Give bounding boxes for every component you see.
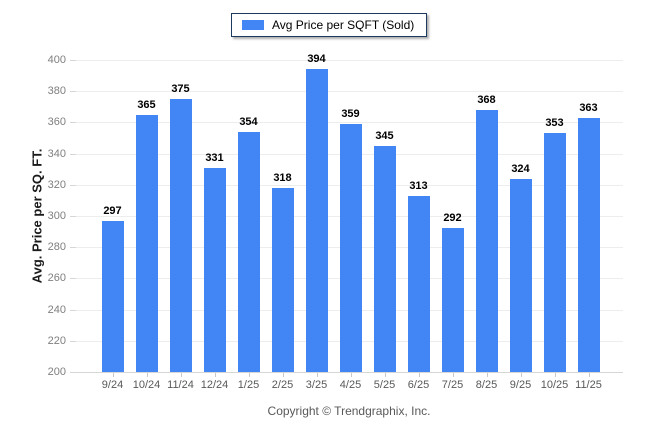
x-axis-tick bbox=[316, 373, 318, 377]
legend: Avg Price per SQFT (Sold) bbox=[231, 13, 428, 37]
x-axis-tick-label: 8/25 bbox=[475, 379, 498, 391]
x-axis-tick-label: 5/25 bbox=[373, 379, 396, 391]
x-axis-tick bbox=[146, 373, 148, 377]
bar-value-label: 359 bbox=[341, 107, 360, 120]
x-axis-tick-label: 10/24 bbox=[132, 379, 161, 391]
bar bbox=[543, 133, 566, 372]
y-axis-tick bbox=[70, 372, 76, 373]
x-axis-tick bbox=[588, 373, 590, 377]
x-axis-tick-label: 3/25 bbox=[305, 379, 328, 391]
bar-value-label: 394 bbox=[307, 53, 326, 66]
x-axis-tick-label: 11/25 bbox=[575, 379, 602, 391]
x-axis-tick-label: 1/25 bbox=[237, 379, 260, 391]
y-axis-tick-label: 400 bbox=[47, 54, 66, 66]
x-axis-tick bbox=[282, 373, 284, 377]
bar bbox=[203, 167, 226, 372]
x-axis-tick-label: 10/25 bbox=[540, 379, 569, 391]
x-axis-tick bbox=[520, 373, 522, 377]
bar bbox=[475, 109, 498, 372]
gridline bbox=[75, 91, 623, 93]
bar bbox=[339, 123, 362, 372]
x-axis-tick bbox=[350, 373, 352, 377]
bar-value-label: 318 bbox=[273, 171, 292, 184]
bar-value-label: 375 bbox=[171, 83, 190, 95]
y-axis-tick-label: 200 bbox=[47, 366, 66, 378]
x-axis-tick bbox=[452, 373, 454, 377]
bar-value-label: 353 bbox=[545, 117, 564, 130]
bar bbox=[441, 228, 464, 372]
copyright-text: Copyright © Trendgraphix, Inc. bbox=[267, 404, 431, 418]
bar-value-label: 292 bbox=[443, 212, 462, 225]
bar bbox=[135, 114, 158, 372]
y-axis-tick-label: 280 bbox=[47, 241, 66, 254]
bar-value-label: 331 bbox=[205, 151, 224, 164]
y-axis-tick-label: 360 bbox=[47, 116, 66, 129]
bar bbox=[373, 145, 396, 372]
y-axis-tick bbox=[70, 278, 76, 280]
bar bbox=[305, 69, 328, 372]
bar-value-label: 324 bbox=[511, 162, 530, 175]
x-axis-tick bbox=[180, 373, 182, 377]
legend-label: Avg Price per SQFT (Sold) bbox=[272, 18, 415, 32]
bar-value-label: 368 bbox=[477, 93, 496, 106]
bar-value-label: 365 bbox=[137, 98, 156, 111]
y-axis-tick-label: 380 bbox=[47, 85, 66, 98]
bar bbox=[169, 99, 192, 372]
x-axis-tick bbox=[554, 373, 556, 377]
bar bbox=[271, 187, 294, 372]
y-axis-tick-label: 340 bbox=[47, 147, 66, 160]
y-axis-tick bbox=[70, 247, 76, 249]
y-axis-tick bbox=[70, 122, 76, 124]
y-axis-tick-label: 260 bbox=[47, 272, 66, 285]
x-axis-tick bbox=[214, 373, 216, 377]
x-axis-tick-label: 7/25 bbox=[441, 379, 464, 391]
gridline bbox=[75, 60, 623, 61]
bar bbox=[509, 178, 532, 372]
y-axis-tick bbox=[70, 153, 76, 155]
x-axis-tick bbox=[486, 373, 488, 377]
bar bbox=[101, 220, 124, 372]
y-axis-tick-label: 240 bbox=[47, 303, 66, 316]
x-axis-tick-label: 9/25 bbox=[509, 379, 532, 391]
y-axis-tick-label: 300 bbox=[47, 210, 66, 222]
bar-value-label: 297 bbox=[103, 204, 122, 217]
x-axis-tick-label: 9/24 bbox=[101, 379, 124, 391]
y-axis-tick-label: 220 bbox=[47, 334, 66, 347]
bar-value-label: 363 bbox=[579, 101, 598, 114]
gridline bbox=[75, 122, 623, 124]
bar bbox=[577, 117, 600, 372]
x-axis-tick bbox=[112, 373, 114, 377]
y-axis-tick bbox=[70, 216, 76, 217]
plot-area: 297 9/24 365 10/24 375 11/24 331 12/24 354 1/25 31… bbox=[75, 53, 623, 391]
y-axis-tick bbox=[70, 309, 76, 311]
x-axis-tick-label: 12/24 bbox=[200, 379, 229, 391]
x-axis-tick-label: 4/25 bbox=[339, 379, 362, 391]
y-axis-tick bbox=[70, 340, 76, 342]
y-axis-tick-label: 320 bbox=[47, 178, 66, 191]
x-axis-tick bbox=[384, 373, 386, 377]
bar bbox=[237, 131, 260, 372]
y-axis-tick bbox=[70, 91, 76, 93]
x-axis-tick bbox=[418, 373, 420, 377]
legend-swatch bbox=[242, 20, 264, 30]
x-axis-tick bbox=[248, 373, 250, 377]
y-axis-tick bbox=[70, 184, 76, 186]
bar bbox=[407, 195, 430, 372]
y-axis-tick bbox=[70, 60, 76, 61]
x-axis-tick-label: 6/25 bbox=[407, 379, 430, 391]
bar-value-label: 313 bbox=[409, 179, 428, 192]
bar-value-label: 345 bbox=[375, 129, 394, 142]
x-axis-tick-label: 2/25 bbox=[271, 379, 294, 391]
bar-value-label: 354 bbox=[239, 115, 258, 128]
x-axis-tick-label: 11/24 bbox=[167, 379, 194, 391]
